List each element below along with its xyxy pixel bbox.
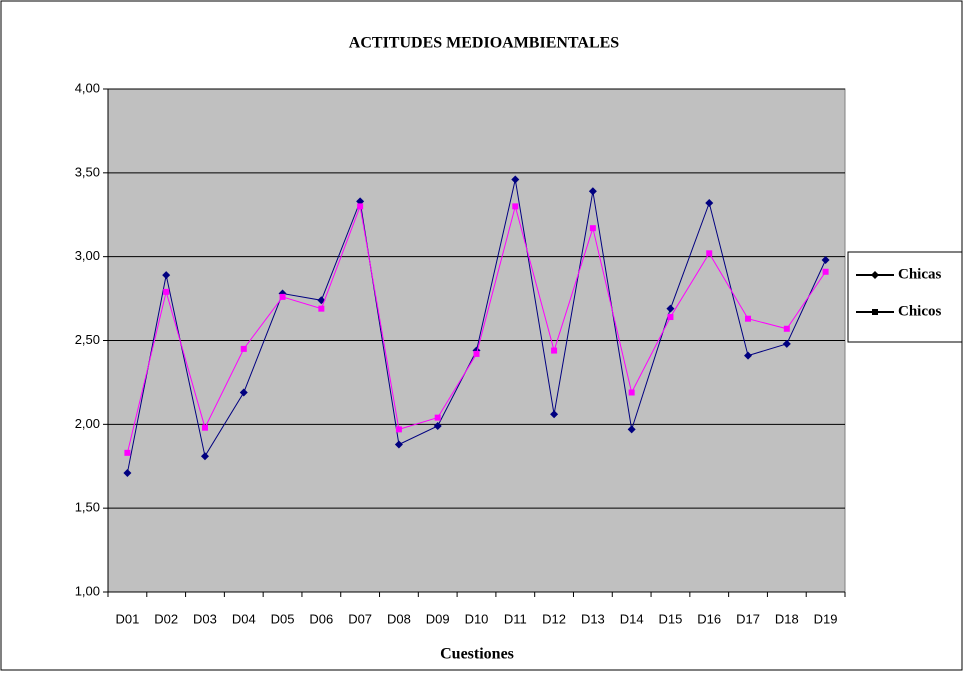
data-point [162,271,171,280]
legend-label: Chicas [898,266,942,282]
data-point [473,350,480,357]
data-point [511,175,520,184]
y-tick-label: 1,00 [75,583,100,598]
x-tick-label: D01 [115,611,139,626]
y-tick-label: 3,00 [75,248,100,263]
data-point [744,351,753,360]
y-tick-label: 3,50 [75,164,100,179]
data-point [123,468,132,477]
y-tick-label: 2,50 [75,332,100,347]
data-point [279,293,286,300]
legend-marker [871,271,879,279]
data-point [512,203,519,210]
data-point [434,414,441,421]
y-tick-label: 2,00 [75,416,100,431]
x-tick-label: D19 [814,611,838,626]
chart-title: ACTITUDES MEDIOAMBIENTALES [349,35,620,52]
x-tick-label: D12 [542,611,566,626]
x-tick-label: D04 [232,611,256,626]
x-tick-label: D16 [697,611,721,626]
data-point [706,250,713,257]
data-point [821,256,830,265]
x-tick-label: D11 [504,611,527,626]
data-point [666,304,675,313]
data-point [357,203,364,210]
x-tick-label: D07 [348,611,372,626]
x-axis-label: Cuestiones [440,646,514,663]
x-tick-label: D17 [736,611,760,626]
x-tick-label: D13 [581,611,605,626]
x-tick-label: D09 [426,611,450,626]
data-point [783,325,790,332]
data-point [667,314,674,321]
data-point [627,425,636,434]
data-point [589,225,596,232]
data-point [433,422,442,431]
data-point [200,452,209,461]
data-point [551,347,558,354]
data-point [356,197,365,206]
x-tick-label: D03 [193,611,217,626]
x-tick-label: D05 [271,611,295,626]
data-point [163,288,170,295]
data-point [240,345,247,352]
data-point [124,449,131,456]
x-tick-label: D08 [387,611,411,626]
x-tick-label: D14 [620,611,644,626]
legend [847,251,963,343]
legend-marker [872,309,878,315]
data-point [705,199,714,208]
data-point [318,305,325,312]
x-tick-label: D10 [465,611,489,626]
x-tick-label: D06 [309,611,333,626]
data-point [201,424,208,431]
data-point [745,315,752,322]
data-point [588,187,597,196]
x-tick-label: D18 [775,611,799,626]
data-point [550,410,559,419]
data-point [394,440,403,449]
y-tick-label: 4,00 [75,80,100,95]
legend-label: Chicos [898,303,942,319]
x-tick-label: D02 [154,611,178,626]
x-tick-label: D15 [659,611,683,626]
data-point [628,389,635,396]
data-point [239,388,248,397]
data-point [395,426,402,433]
data-point [782,339,791,348]
data-point [822,268,829,275]
y-tick-label: 1,50 [75,500,100,515]
